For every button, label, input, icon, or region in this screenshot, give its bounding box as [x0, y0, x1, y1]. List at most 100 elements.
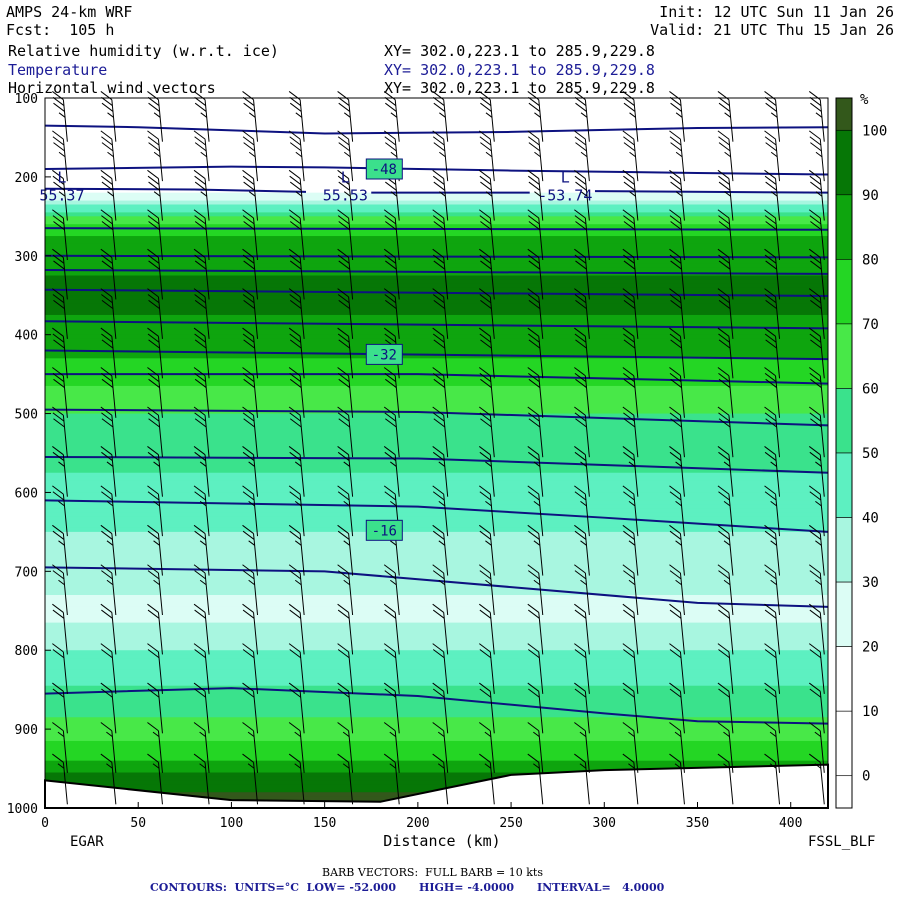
wind-barb — [622, 485, 639, 537]
barb-shaft — [157, 533, 163, 576]
barb-flag — [669, 643, 681, 653]
rh-band — [45, 480, 828, 486]
barb-shaft — [111, 572, 117, 616]
wind-barb — [100, 209, 117, 261]
barb-shaft — [204, 730, 210, 773]
barb-flag — [101, 530, 113, 540]
wind-barb — [717, 643, 734, 694]
barb-flag — [337, 169, 349, 179]
barb-shaft — [728, 572, 734, 616]
barb-flag — [815, 461, 822, 467]
barb-flag — [242, 682, 254, 692]
barb-shaft — [679, 257, 685, 300]
rh-band — [45, 196, 828, 202]
barb-shaft — [62, 572, 68, 616]
barb-flag — [52, 524, 64, 534]
barb-flag — [52, 570, 65, 580]
barb-flag — [724, 151, 731, 158]
barb-shaft — [394, 454, 400, 497]
rh-band — [45, 354, 828, 359]
wind-barb — [147, 682, 163, 734]
barb-shaft — [204, 415, 210, 458]
barb-shaft — [62, 217, 68, 261]
barb-flag — [288, 327, 301, 337]
barb-flag — [480, 260, 492, 270]
barb-shaft — [633, 296, 639, 339]
y-tick-label: 100 — [15, 92, 38, 107]
barb-flag — [479, 491, 492, 501]
barb-flag — [623, 688, 635, 698]
colorbar-tick-label: 50 — [862, 446, 879, 462]
barb-flag — [101, 215, 113, 225]
barb-flag — [718, 96, 730, 106]
wind-barb — [764, 130, 781, 182]
barb-flag — [338, 181, 351, 191]
wind-barb — [717, 327, 734, 379]
wind-barb — [100, 327, 117, 379]
barb-flag — [58, 191, 66, 197]
barb-shaft — [489, 691, 495, 734]
barb-flag — [384, 570, 397, 580]
barb-flag — [100, 524, 113, 534]
barb-flag — [53, 378, 65, 388]
barb-shaft — [489, 375, 495, 418]
barb-shaft — [443, 691, 449, 734]
temperature-contour — [44, 124, 829, 135]
barb-shaft — [633, 217, 639, 261]
wind-barb — [808, 446, 825, 497]
barb-flag — [101, 649, 113, 659]
barb-flag — [718, 294, 730, 304]
barb-shaft — [299, 533, 305, 576]
barb-flag — [193, 524, 206, 534]
barb-flag — [764, 175, 777, 185]
barb-shaft — [62, 257, 68, 300]
rh-band — [45, 673, 828, 679]
wind-barb — [383, 753, 400, 805]
barb-flag — [248, 461, 255, 467]
barb-flag — [147, 96, 160, 106]
barb-shaft — [728, 730, 734, 773]
wind-barb — [478, 524, 495, 576]
colorbar-tick-label: 100 — [862, 123, 887, 139]
barb-shaft — [443, 296, 449, 339]
barb-flag — [337, 248, 349, 258]
barb-flag — [770, 112, 778, 118]
barb-flag — [289, 102, 302, 112]
barb-shaft — [443, 494, 449, 537]
wind-barb — [764, 367, 781, 418]
barb-flag — [670, 299, 682, 310]
wind-barb — [52, 91, 68, 142]
wind-barb — [622, 753, 639, 805]
barb-flag — [764, 412, 777, 422]
barb-shaft — [538, 178, 544, 221]
barb-flag — [200, 191, 208, 197]
rh-band — [45, 109, 828, 115]
barb-flag — [623, 96, 635, 106]
rh-band — [45, 243, 828, 249]
wind-barb — [100, 564, 117, 616]
wind-barb — [288, 130, 305, 182]
y-tick-label: 200 — [15, 171, 38, 186]
barb-flag — [242, 209, 254, 219]
barb-shaft — [728, 99, 734, 142]
wind-barb — [383, 564, 400, 616]
barb-flag — [390, 461, 397, 467]
temperature-contour — [44, 408, 829, 427]
barb-flag — [764, 485, 776, 495]
barb-flag — [809, 254, 822, 264]
barb-flag — [433, 299, 446, 310]
barb-flag — [199, 763, 206, 769]
wind-barb — [527, 130, 544, 182]
barb-flag — [810, 181, 822, 191]
barb-shaft — [775, 454, 781, 497]
barb-flag — [384, 649, 397, 659]
barb-shaft — [633, 572, 639, 616]
barb-flag — [343, 500, 351, 507]
rh-band — [45, 299, 828, 304]
contour-label: -32 — [372, 347, 397, 363]
barb-flag — [338, 102, 351, 112]
barb-flag — [623, 412, 635, 422]
colorbar-tick-label: 40 — [862, 511, 879, 527]
barb-shaft — [299, 651, 305, 694]
barb-flag — [194, 96, 206, 106]
